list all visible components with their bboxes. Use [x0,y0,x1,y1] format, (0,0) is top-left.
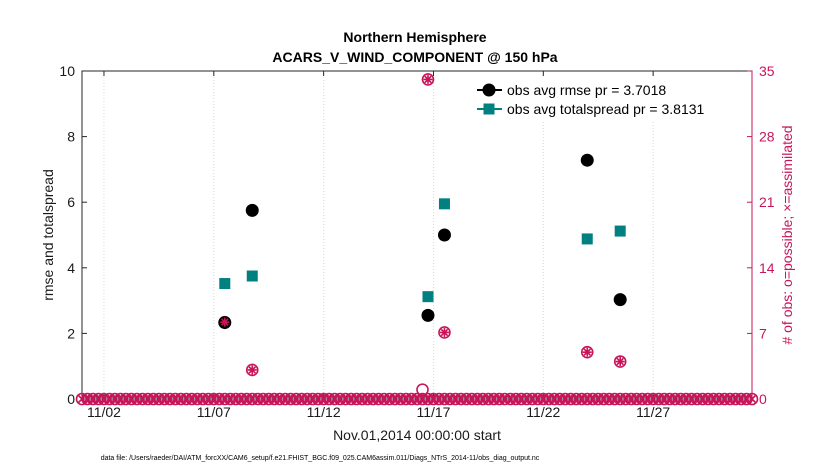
chart-title: Northern Hemisphere [343,29,486,45]
obs-possible-point [421,73,435,86]
spread-point [246,270,258,282]
y2-tick-label: 0 [759,391,767,407]
rmse-point [613,293,627,307]
y-tick-label: 6 [67,194,75,210]
legend: obs avg rmse pr = 3.7018 obs avg totalsp… [470,76,740,120]
grid-lines [103,71,654,399]
y-tick-label: 10 [59,63,75,79]
obs-assimilated-point [439,327,449,337]
legend-rmse-label: obs avg rmse pr = 3.7018 [507,82,666,98]
y2-tick-label: 21 [759,194,775,210]
y2-tick-label: 7 [759,325,767,341]
x-tick-label: 11/12 [307,404,341,420]
obs-possible-point [613,355,627,368]
spread-point [422,291,434,303]
zero-count-circle [745,392,759,406]
obs-possible-point [245,363,259,377]
rmse-point [580,153,594,167]
x-tick-label: 11/02 [87,404,121,420]
obs-possible-point [438,326,451,339]
rmse-point [421,308,435,322]
obs-assimilated-point [615,357,625,367]
rmse-point [437,228,451,242]
obs-possible-point [416,383,429,396]
y-tick-label: 0 [67,391,75,407]
y2-tick-label: 28 [759,129,775,145]
chart-subtitle: ACARS_V_WIND_COMPONENT @ 150 hPa [272,49,557,65]
data-marks [75,73,759,406]
x-tick-label: 11/07 [197,404,231,420]
obs-possible-point [580,345,594,359]
x-tick-label: 11/22 [526,404,560,420]
obs-assimilated-point [423,74,433,84]
spread-point [614,225,626,237]
x-axis-label: Nov.01,2014 00:00:00 start [333,427,501,443]
axes: 11/02 11/07 11/12 11/17 11/22 11/27 0 2 4 6 8 10 0 7 1… [59,63,774,420]
footnote: data file: /Users/raeder/DAI/ATM_forcXX/… [101,455,540,462]
obs-assimilated-point [220,317,230,327]
y2-axis-label: # of obs: o=possible; ×=assimilated [779,125,795,344]
y2-tick-label: 14 [759,260,775,276]
legend-spread-marker [483,103,495,115]
plot-area [81,70,753,400]
spread-point [219,278,231,290]
obs-assimilated-point [247,365,257,375]
spread-point [438,198,450,210]
y-tick-label: 4 [67,260,75,276]
legend-spread-label: obs avg totalspread pr = 3.8131 [507,101,705,117]
legend-rmse-marker [482,83,496,97]
y-tick-label: 8 [67,129,75,145]
y-tick-label: 2 [67,325,75,341]
x-tick-label: 11/27 [636,404,670,420]
y-axis-label: rmse and totalspread [40,169,56,301]
x-tick-label: 11/17 [416,404,450,420]
y2-tick-label: 35 [759,63,775,79]
legend-box [470,76,740,120]
obs-assimilated-point [582,347,592,357]
rmse-point [245,203,259,217]
spread-point [581,233,593,245]
zero-count-cross [747,394,757,404]
